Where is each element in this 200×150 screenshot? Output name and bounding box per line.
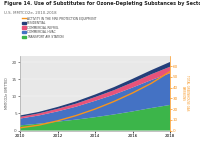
Y-axis label: TOTAL GREENHOUSE GAS
EMISSIONS: TOTAL GREENHOUSE GAS EMISSIONS xyxy=(181,75,189,111)
Text: U.S. MMTCO2e, 2010-2018: U.S. MMTCO2e, 2010-2018 xyxy=(4,11,57,15)
Text: Figure 14. Use of Substitutes for Ozone-Depleting Substances by Sector: Figure 14. Use of Substitutes for Ozone-… xyxy=(4,2,200,6)
Legend: ACTIVITY IN THE FIRE PROTECTION EQUIPMENT, RESIDENTIAL, COMMERCIAL REFRIG., COMM: ACTIVITY IN THE FIRE PROTECTION EQUIPMEN… xyxy=(22,16,96,39)
Y-axis label: MMTCO2e EMITTED: MMTCO2e EMITTED xyxy=(5,77,9,109)
